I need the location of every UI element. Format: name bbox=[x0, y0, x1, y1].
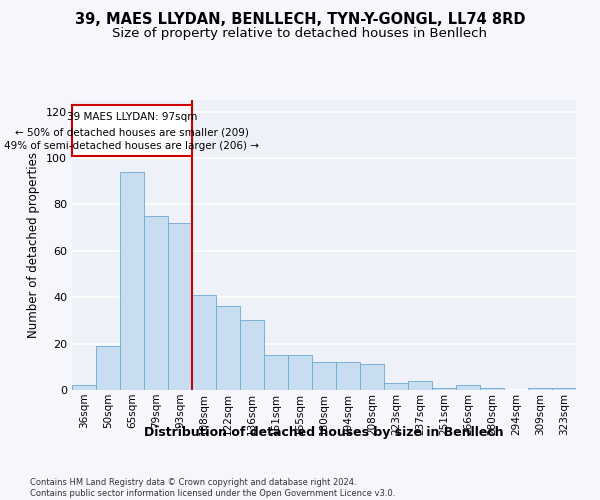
Bar bbox=[312, 362, 336, 390]
Bar bbox=[384, 383, 408, 390]
Text: 39, MAES LLYDAN, BENLLECH, TYN-Y-GONGL, LL74 8RD: 39, MAES LLYDAN, BENLLECH, TYN-Y-GONGL, … bbox=[75, 12, 525, 28]
Bar bbox=[288, 355, 312, 390]
Text: Contains HM Land Registry data © Crown copyright and database right 2024.
Contai: Contains HM Land Registry data © Crown c… bbox=[30, 478, 395, 498]
Bar bbox=[168, 223, 192, 390]
Bar bbox=[216, 306, 240, 390]
Bar bbox=[120, 172, 144, 390]
Bar bbox=[264, 355, 288, 390]
Bar bbox=[456, 386, 480, 390]
Bar bbox=[360, 364, 384, 390]
Bar bbox=[408, 380, 432, 390]
Bar bbox=[96, 346, 120, 390]
Bar bbox=[192, 295, 216, 390]
Bar bbox=[144, 216, 168, 390]
Text: ← 50% of detached houses are smaller (209): ← 50% of detached houses are smaller (20… bbox=[15, 128, 249, 138]
Text: 39 MAES LLYDAN: 97sqm: 39 MAES LLYDAN: 97sqm bbox=[67, 112, 197, 122]
Bar bbox=[432, 388, 456, 390]
Text: 49% of semi-detached houses are larger (206) →: 49% of semi-detached houses are larger (… bbox=[5, 142, 260, 152]
Y-axis label: Number of detached properties: Number of detached properties bbox=[28, 152, 40, 338]
Bar bbox=[72, 104, 192, 156]
Text: Size of property relative to detached houses in Benllech: Size of property relative to detached ho… bbox=[113, 28, 487, 40]
Bar bbox=[528, 388, 552, 390]
Bar bbox=[240, 320, 264, 390]
Bar bbox=[480, 388, 504, 390]
Bar bbox=[552, 388, 576, 390]
Bar bbox=[336, 362, 360, 390]
Bar bbox=[72, 386, 96, 390]
Text: Distribution of detached houses by size in Benllech: Distribution of detached houses by size … bbox=[144, 426, 504, 439]
